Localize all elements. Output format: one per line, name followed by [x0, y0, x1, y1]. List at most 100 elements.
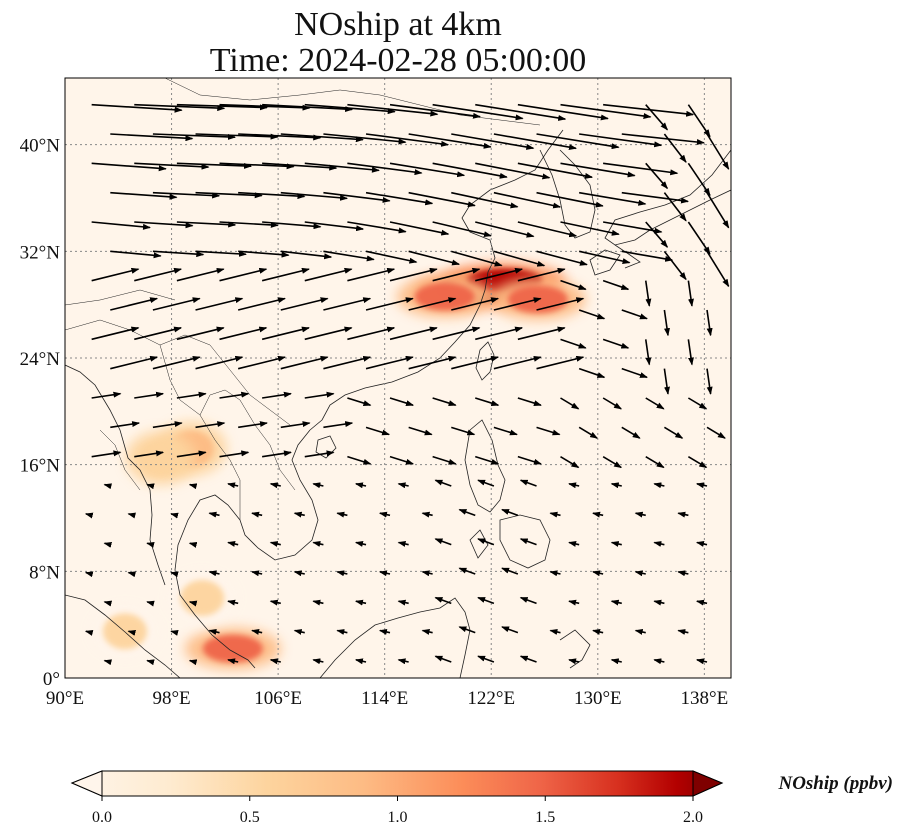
wind-arrow	[323, 297, 372, 311]
wind-arrow	[378, 570, 391, 577]
lat-tick-label: 40°N	[20, 136, 61, 157]
wind-arrow	[176, 221, 237, 228]
plume-core	[202, 634, 263, 663]
wind-arrow	[208, 570, 220, 577]
wind-arrow	[188, 600, 198, 607]
wind-arrow	[146, 600, 155, 607]
wind-arrow	[84, 571, 94, 578]
wind-arrow	[84, 512, 94, 519]
wind-arrow	[536, 133, 620, 150]
wind-arrow	[475, 267, 524, 282]
wind-arrow	[517, 326, 566, 341]
wind-arrow	[397, 658, 409, 665]
wind-arrow	[610, 658, 622, 665]
wind-arrow	[621, 309, 648, 320]
wind-arrow	[517, 397, 542, 406]
map-title-line2: Time: 2024-02-28 05:00:00	[209, 42, 587, 79]
wind-arrow	[578, 367, 606, 379]
wind-arrow	[432, 162, 508, 179]
wind-arrow	[706, 426, 726, 439]
wind-arrow	[451, 355, 500, 370]
wind-arrow	[517, 103, 609, 121]
wind-arrow	[517, 221, 578, 238]
wind-arrow	[347, 267, 396, 282]
wind-arrow	[458, 626, 476, 634]
colorbar-bar	[70, 770, 724, 797]
wind-arrow	[347, 397, 372, 406]
wind-arrow	[536, 426, 561, 436]
wind-arrow	[706, 133, 730, 170]
wind-arrow	[347, 326, 396, 341]
wind-arrow	[195, 191, 263, 199]
wind-arrow	[687, 280, 694, 307]
wind-arrow	[677, 511, 689, 518]
wind-arrow	[645, 104, 669, 131]
wind-arrow	[560, 338, 587, 349]
wind-arrow	[176, 103, 268, 111]
wind-arrow	[568, 658, 580, 665]
wind-arrow	[365, 133, 450, 147]
colorbar-label: NOship (ppbv)	[777, 773, 893, 794]
wind-arrow	[262, 221, 322, 230]
wind-arrow	[354, 482, 367, 489]
wind-arrow	[458, 567, 476, 575]
wind-arrow	[397, 599, 409, 606]
wind-arrow	[432, 455, 457, 465]
wind-arrow	[269, 658, 281, 665]
wind-arrow	[421, 570, 433, 577]
wind-arrow	[477, 479, 495, 487]
wind-arrow	[237, 297, 286, 311]
wind-arrow	[280, 191, 349, 201]
wind-arrow	[634, 511, 646, 518]
wind-arrow	[146, 483, 155, 490]
wind-arrow	[365, 355, 414, 370]
wind-arrow	[560, 162, 636, 178]
wind-arrow	[653, 599, 665, 606]
wind-arrow	[451, 133, 535, 150]
wind-arrow	[170, 571, 179, 578]
wind-arrow	[336, 629, 348, 635]
wind-arrow	[354, 599, 367, 606]
wind-arrow	[227, 541, 239, 547]
wind-arrow	[434, 479, 452, 487]
wind-arrow	[238, 191, 306, 200]
wind-arrow	[261, 326, 310, 341]
wind-arrow	[238, 250, 290, 258]
wind-arrow	[323, 133, 407, 145]
wind-arrow	[389, 221, 450, 236]
wind-arrow	[323, 250, 375, 262]
wind-arrow	[262, 391, 292, 399]
wind-arrow	[560, 455, 580, 469]
wind-arrow	[219, 103, 311, 111]
wind-arrow	[152, 250, 205, 258]
wind-arrow	[663, 368, 670, 395]
wind-arrow	[603, 162, 679, 176]
wind-arrow	[280, 297, 329, 311]
lon-tick-label: 98°E	[152, 688, 190, 709]
wind-arrow	[560, 103, 652, 119]
wind-arrow	[110, 421, 141, 429]
lat-tick-label: 16°N	[20, 456, 61, 477]
wind-arrow	[176, 450, 207, 458]
wind-arrow	[695, 482, 708, 489]
wind-arrow	[592, 629, 604, 635]
wind-arrow	[536, 297, 585, 311]
wind-arrow	[621, 426, 641, 439]
wind-arrow	[170, 630, 179, 636]
plume-core	[180, 580, 225, 616]
lat-tick-label: 24°N	[20, 349, 61, 370]
wind-arrow	[91, 326, 140, 341]
colorbar-extend-low	[70, 770, 103, 797]
wind-arrow	[312, 599, 324, 606]
wind-arrow	[592, 570, 604, 577]
lon-tick-label: 114°E	[361, 688, 408, 709]
wind-arrow	[262, 162, 338, 171]
wind-arrow	[475, 455, 500, 465]
wind-arrow	[176, 267, 225, 282]
wind-arrow	[695, 541, 708, 547]
wind-arrow	[687, 455, 708, 469]
colorbar-tick-label: 0.0	[92, 809, 112, 826]
wind-arrow	[134, 162, 210, 170]
wind-arrow	[695, 658, 708, 665]
